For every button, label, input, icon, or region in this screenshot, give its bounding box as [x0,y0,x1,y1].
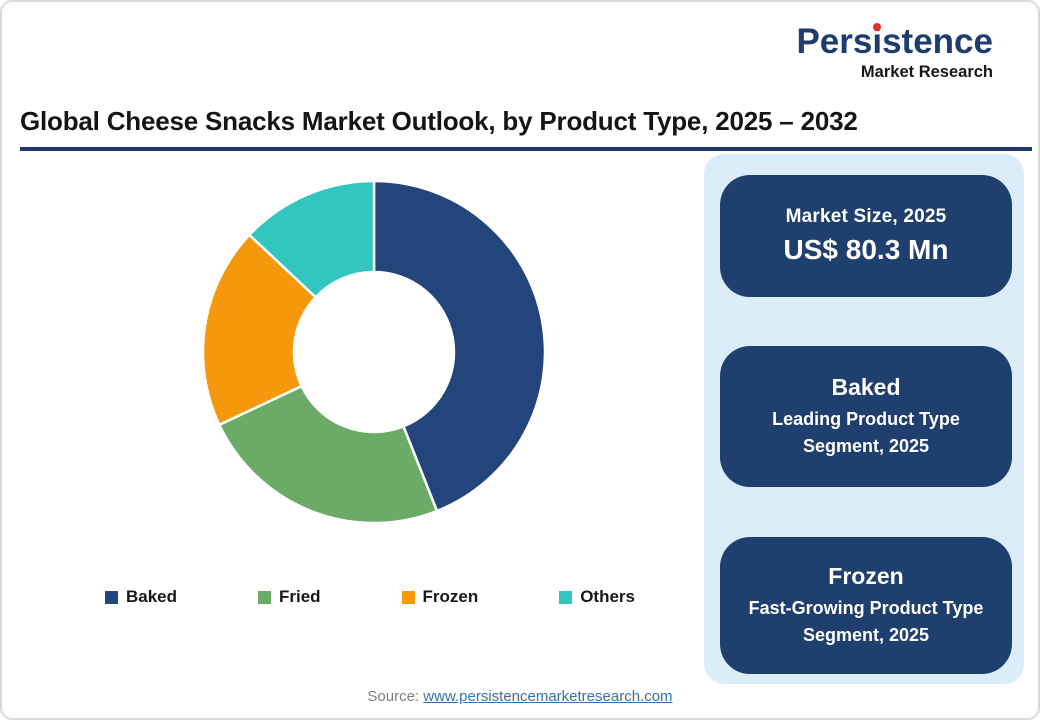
market-size-value: US$ 80.3 Mn [783,234,949,265]
leading-segment-subtitle: Leading Product Type Segment, 2025 [772,409,960,456]
donut-segment-frozen [201,233,317,427]
fast-growing-segment-title: Frozen [828,563,904,590]
legend-marker-frozen [401,590,415,604]
market-size-label: Market Size, 2025 [785,206,947,227]
legend-marker-fried [257,590,271,604]
brand-logo-tagline: Market Research [860,62,993,81]
brand-logo-wordmark: Persistence [796,22,993,61]
legend-marker-baked [105,590,118,604]
legend-label-fried: Fried [278,587,321,606]
source-line: Source: www.persistencemarketresearch.co… [2,688,1038,705]
leading-segment-card: Baked Leading Product Type Segment, 2025 [720,346,1012,487]
brand-logo: Persistence Market Research [796,22,993,82]
brand-logo-i-red-dot: i [872,22,883,61]
leading-segment-title: Baked [831,374,901,401]
legend-item-others: Others [559,587,635,607]
brand-logo-suffix: stence [882,22,993,61]
donut-segment-baked [372,179,547,513]
brand-logo-prefix: Pers [796,22,873,61]
legend-label-baked: Baked [126,587,178,606]
legend-item-frozen: Frozen [401,587,479,607]
fast-growing-segment-card: Frozen Fast-Growing Product Type Segment… [720,537,1012,674]
source-link[interactable]: www.persistencemarketresearch.com [423,688,673,705]
fast-growing-segment-subtitle: Fast-Growing Product Type Segment, 2025 [748,598,984,645]
market-size-card: Market Size, 2025 US$ 80.3 Mn [720,175,1012,297]
legend-marker-others [559,590,573,604]
legend-label-frozen: Frozen [422,587,479,606]
donut-chart-svg [201,179,547,525]
info-panel: Market Size, 2025 US$ 80.3 Mn Baked Lead… [704,154,1024,684]
legend-item-baked: Baked [105,587,177,607]
legend-item-fried: Fried [257,587,321,607]
title-underline [20,147,1032,151]
source-label: Source: [367,688,420,705]
chart-legend: Baked Fried Frozen Others [105,587,635,607]
donut-segment-others [248,179,376,299]
donut-chart [200,178,548,526]
page-title: Global Cheese Snacks Market Outlook, by … [20,106,858,136]
donut-segment-fried [218,384,439,525]
legend-label-others: Others [580,587,635,606]
